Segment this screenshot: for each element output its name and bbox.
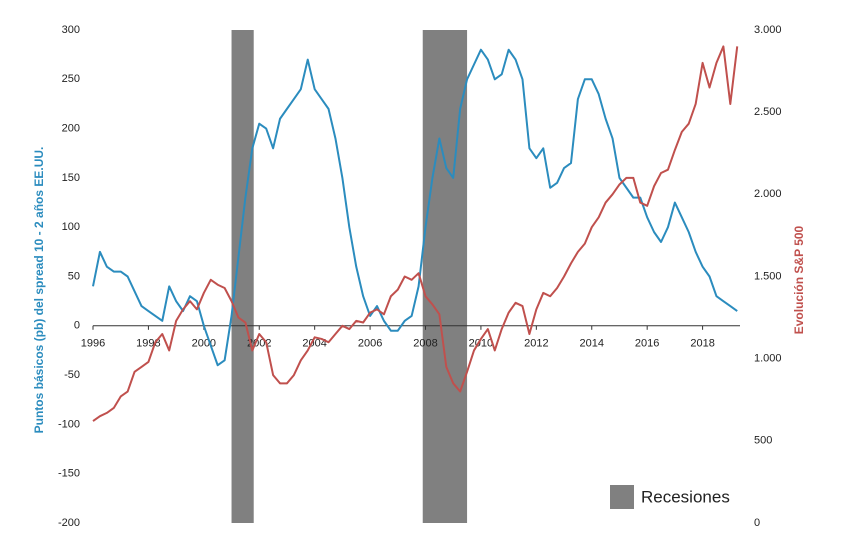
recession-band — [231, 30, 254, 523]
y-tick-label: -50 — [64, 369, 80, 381]
y-tick-label: 50 — [68, 270, 80, 282]
y2-tick-label: 3.000 — [754, 24, 782, 36]
legend-label: Recesiones — [641, 487, 730, 506]
y-tick-label: 150 — [62, 172, 80, 184]
y2-tick-label: 1.000 — [754, 353, 782, 365]
y-tick-label: 300 — [62, 24, 80, 36]
y-tick-label: 250 — [62, 73, 80, 85]
x-tick-label: 2006 — [358, 338, 382, 350]
y-tick-label: -100 — [58, 418, 80, 430]
x-tick-label: 1996 — [81, 338, 105, 350]
y-tick-label: 200 — [62, 123, 80, 135]
series-line — [92, 48, 738, 367]
y-tick-label: -200 — [58, 517, 80, 529]
x-tick-label: 2016 — [635, 338, 659, 350]
y2-tick-label: 500 — [754, 435, 772, 447]
x-tick-label: 2004 — [302, 338, 326, 350]
y-tick-label: -150 — [58, 468, 80, 480]
x-tick-label: 2008 — [413, 338, 437, 350]
x-tick-label: 2018 — [690, 338, 714, 350]
x-tick-label: 2014 — [580, 338, 604, 350]
y-tick-label: 0 — [74, 320, 80, 332]
y2-axis-title: Evolución S&P 500 — [792, 225, 806, 334]
series-line — [92, 45, 739, 422]
legend-swatch — [610, 485, 634, 509]
y2-tick-label: 2.500 — [754, 106, 782, 118]
y2-tick-label: 1.500 — [754, 270, 782, 282]
x-tick-label: 2010 — [469, 338, 493, 350]
y-tick-label: 100 — [62, 221, 80, 233]
y2-tick-label: 2.000 — [754, 188, 782, 200]
y-axis-title: Puntos básicos (pb) del spread 10 - 2 añ… — [32, 147, 46, 434]
y2-tick-label: 0 — [754, 517, 760, 529]
x-tick-label: 2012 — [524, 338, 548, 350]
